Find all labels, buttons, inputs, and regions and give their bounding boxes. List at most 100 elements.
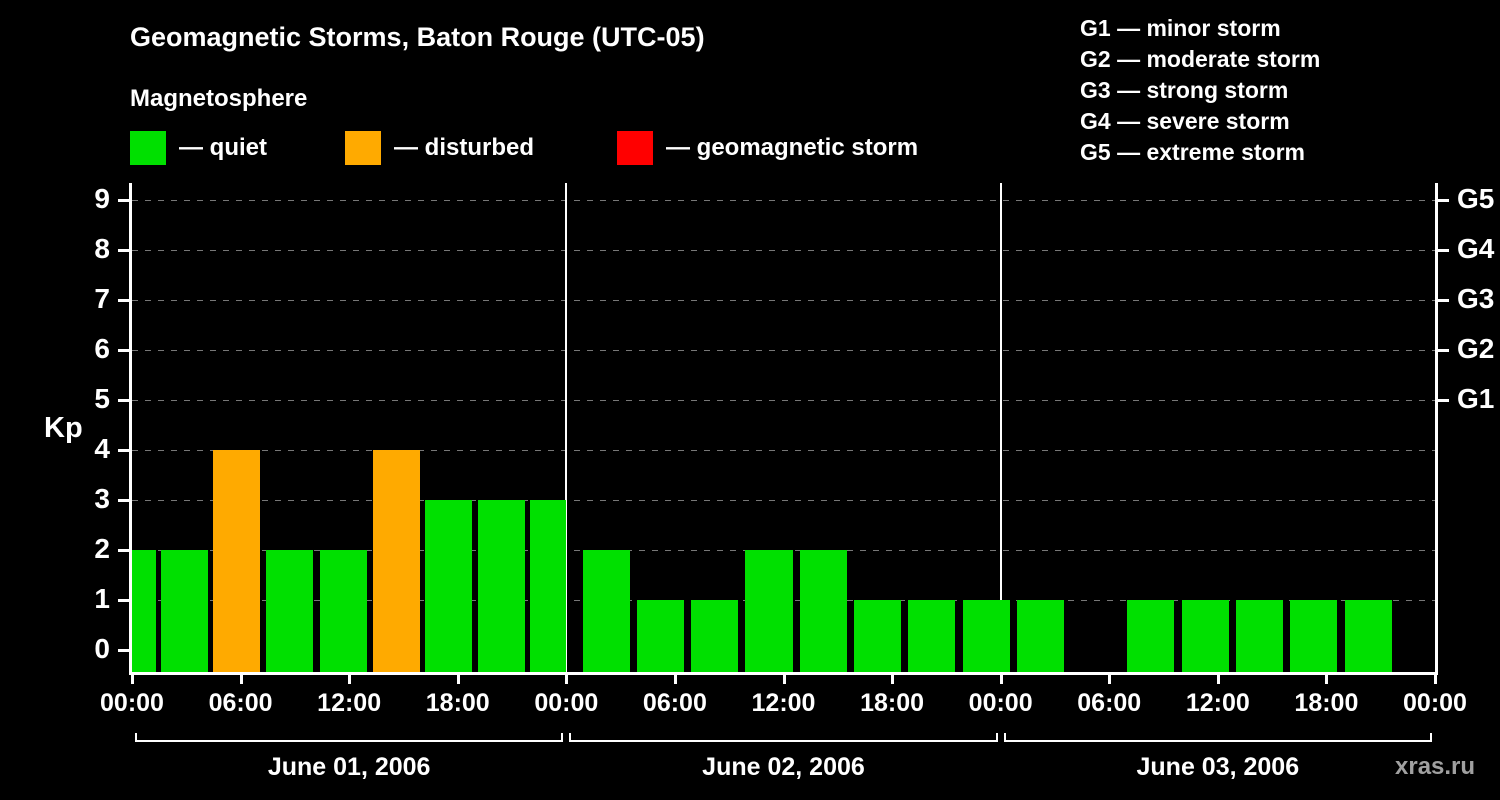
x-tick	[782, 675, 786, 684]
x-tick	[131, 675, 134, 684]
y-tick	[118, 599, 129, 602]
y-tick	[118, 299, 129, 302]
kp-bar	[908, 600, 956, 672]
kp-bar	[962, 600, 1010, 672]
x-tick	[891, 675, 895, 684]
g-scale-legend-item: G4 — severe storm	[1080, 108, 1290, 134]
x-tick	[1216, 675, 1220, 684]
gridline	[132, 400, 1435, 401]
day-bracket-cap	[569, 733, 572, 742]
day-boundary-line	[565, 183, 568, 672]
y-tick	[118, 399, 129, 402]
g-level-label: G5	[1457, 183, 1495, 214]
y-tick	[118, 549, 129, 552]
legend-label: — disturbed	[394, 134, 535, 161]
kp-bar	[636, 600, 684, 672]
g-tick	[1438, 299, 1449, 302]
kp-bar	[160, 550, 208, 672]
y-tick-label: 7	[94, 283, 110, 314]
legend-item: — quiet	[130, 131, 267, 165]
gridline	[132, 200, 1435, 201]
y-tick-label: 2	[94, 533, 110, 564]
gridline	[132, 250, 1435, 251]
right-axis-line	[1435, 183, 1438, 675]
kp-bar	[1235, 600, 1283, 672]
day-label: June 02, 2006	[702, 753, 865, 781]
y-tick-label: 6	[94, 333, 110, 364]
x-tick-label: 12:00	[1185, 689, 1250, 717]
xras-watermark: xras.ru	[1395, 753, 1476, 780]
kp-bar	[320, 550, 368, 672]
x-tick-label: 12:00	[317, 689, 382, 717]
magnetosphere-label: Magnetosphere	[130, 85, 308, 112]
kp-bar	[530, 500, 567, 672]
y-tick	[118, 349, 129, 352]
kp-bar	[477, 500, 525, 672]
x-tick-label: 06:00	[1077, 689, 1142, 717]
y-tick	[118, 499, 129, 502]
kp-bar	[1290, 600, 1338, 672]
y-tick-label: 8	[94, 233, 110, 264]
g-level-label: G3	[1457, 283, 1495, 314]
x-tick	[565, 675, 569, 684]
day-bracket-cap	[1430, 733, 1432, 742]
x-tick	[456, 675, 460, 684]
x-tick-label: 12:00	[751, 689, 816, 717]
kp-bar	[213, 450, 261, 672]
x-tick	[348, 675, 352, 684]
x-axis-line	[129, 672, 1438, 675]
g-tick	[1438, 399, 1449, 402]
x-tick-label: 18:00	[860, 689, 925, 717]
y-tick	[118, 649, 129, 652]
kp-bar	[582, 550, 630, 672]
y-axis-line	[129, 183, 132, 675]
x-tick-label: 00:00	[100, 689, 164, 717]
kp-bar	[425, 500, 473, 672]
g-level-label: G2	[1457, 333, 1495, 364]
x-tick	[1325, 675, 1329, 684]
y-tick-label: 3	[94, 483, 110, 514]
x-tick-label: 00:00	[968, 689, 1033, 717]
g-tick	[1438, 199, 1449, 202]
kp-bar	[372, 450, 420, 672]
day-bracket-cap	[135, 733, 137, 742]
y-tick-label: 1	[94, 583, 110, 614]
kp-bar	[691, 600, 739, 672]
g-scale-legend-item: G2 — moderate storm	[1080, 46, 1321, 72]
gridline	[132, 500, 1435, 501]
gridline	[132, 300, 1435, 301]
kp-bar	[854, 600, 902, 672]
y-tick-label: 0	[94, 633, 110, 664]
quiet-swatch-icon	[130, 131, 166, 165]
x-tick	[673, 675, 677, 684]
x-tick	[1108, 675, 1112, 684]
kp-bar	[265, 550, 313, 672]
g-scale-legend-item: G3 — strong storm	[1080, 77, 1289, 103]
status-legend: — quiet — disturbed — geomagnetic storm	[0, 131, 1500, 171]
g-tick	[1438, 249, 1449, 252]
kp-axis-label: Kp	[44, 412, 83, 444]
kp-bar	[1181, 600, 1229, 672]
y-tick	[118, 199, 129, 202]
kp-bar	[1127, 600, 1175, 672]
y-tick	[118, 249, 129, 252]
x-tick-label: 00:00	[534, 689, 599, 717]
x-tick-label: 18:00	[1294, 689, 1359, 717]
disturbed-swatch-icon	[345, 131, 381, 165]
legend-item: — geomagnetic storm	[617, 131, 918, 165]
day-boundary-line	[999, 183, 1002, 672]
legend-label: — quiet	[179, 134, 267, 161]
legend-item: — disturbed	[345, 131, 534, 165]
y-tick-label: 4	[94, 433, 110, 464]
kp-bar	[132, 550, 156, 672]
x-tick	[999, 675, 1003, 684]
y-tick-label: 9	[94, 183, 110, 214]
day-label: June 01, 2006	[267, 753, 431, 781]
chart-title: Geomagnetic Storms, Baton Rouge (UTC-05)	[130, 22, 705, 52]
day-bracket-line	[1003, 740, 1432, 742]
storm-swatch-icon	[617, 131, 653, 165]
g-level-label: G4	[1457, 233, 1495, 264]
g-tick	[1438, 349, 1449, 352]
day-bracket-line	[569, 740, 998, 742]
